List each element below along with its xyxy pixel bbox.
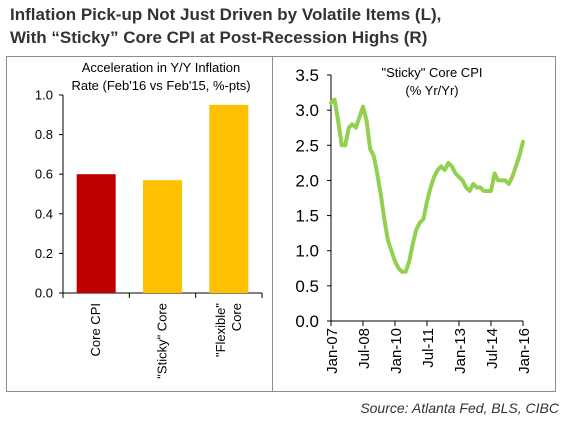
- line-x-tick-label: Jul-14: [484, 328, 501, 369]
- panel-divider: [272, 56, 273, 392]
- line-chart-title-line: (% Yr/Yr): [405, 83, 458, 98]
- bar-category-label: "Flexible": [213, 303, 228, 357]
- line-y-tick-label: 3.0: [295, 101, 319, 120]
- line-y-tick-label: 1.5: [295, 207, 319, 226]
- bar-y-tick-label: 1.0: [35, 88, 53, 103]
- bar-y-tick-label: 0.0: [35, 286, 53, 301]
- line-y-tick-label: 0.5: [295, 277, 319, 296]
- line-x-tick-label: Jan-07: [324, 328, 341, 374]
- bar-y-tick-label: 0.4: [35, 206, 53, 221]
- line-x-tick-label: Jan-10: [388, 328, 405, 374]
- bar-chart-title-line: Rate (Feb'16 vs Feb'15, %-pts): [71, 78, 250, 93]
- line-x-tick-label: Jan-16: [516, 328, 533, 374]
- bar-chart-title-line: Acceleration in Y/Y Inflation: [82, 60, 241, 75]
- line-y-tick-label: 2.5: [295, 136, 319, 155]
- bar-y-tick-label: 0.8: [35, 127, 53, 142]
- line-chart-title-line: "Sticky" Core CPI: [382, 65, 483, 80]
- chart-title-line1: Inflation Pick-up Not Just Driven by Vol…: [10, 5, 442, 24]
- bar-y-tick-label: 0.2: [35, 246, 53, 261]
- bar-category-label: Core CPI: [88, 303, 103, 356]
- chart-title-line2: With “Sticky” Core CPI at Post-Recession…: [10, 28, 428, 47]
- sticky-core-cpi-line: [329, 97, 525, 274]
- bar-y-tick-label: 0.6: [35, 167, 53, 182]
- chart-frame: [6, 56, 556, 392]
- bar-2: [143, 180, 182, 293]
- line-x-tick-label: Jul-11: [420, 328, 437, 368]
- bar-1: [76, 174, 116, 293]
- line-y-tick-label: 1.0: [295, 242, 319, 261]
- line-y-tick-label: 3.5: [295, 66, 319, 85]
- line-x-tick-label: Jul-08: [356, 328, 373, 369]
- bar-3: [209, 104, 249, 294]
- bar-category-label: Core: [229, 303, 244, 331]
- bar-category-label: "Sticky" Core: [155, 303, 170, 379]
- line-y-tick-label: 2.0: [295, 171, 319, 190]
- line-x-tick-label: Jan-13: [452, 328, 469, 374]
- line-y-tick-label: 0.0: [295, 312, 319, 331]
- source-note: Source: Atlanta Fed, BLS, CIBC: [360, 400, 559, 416]
